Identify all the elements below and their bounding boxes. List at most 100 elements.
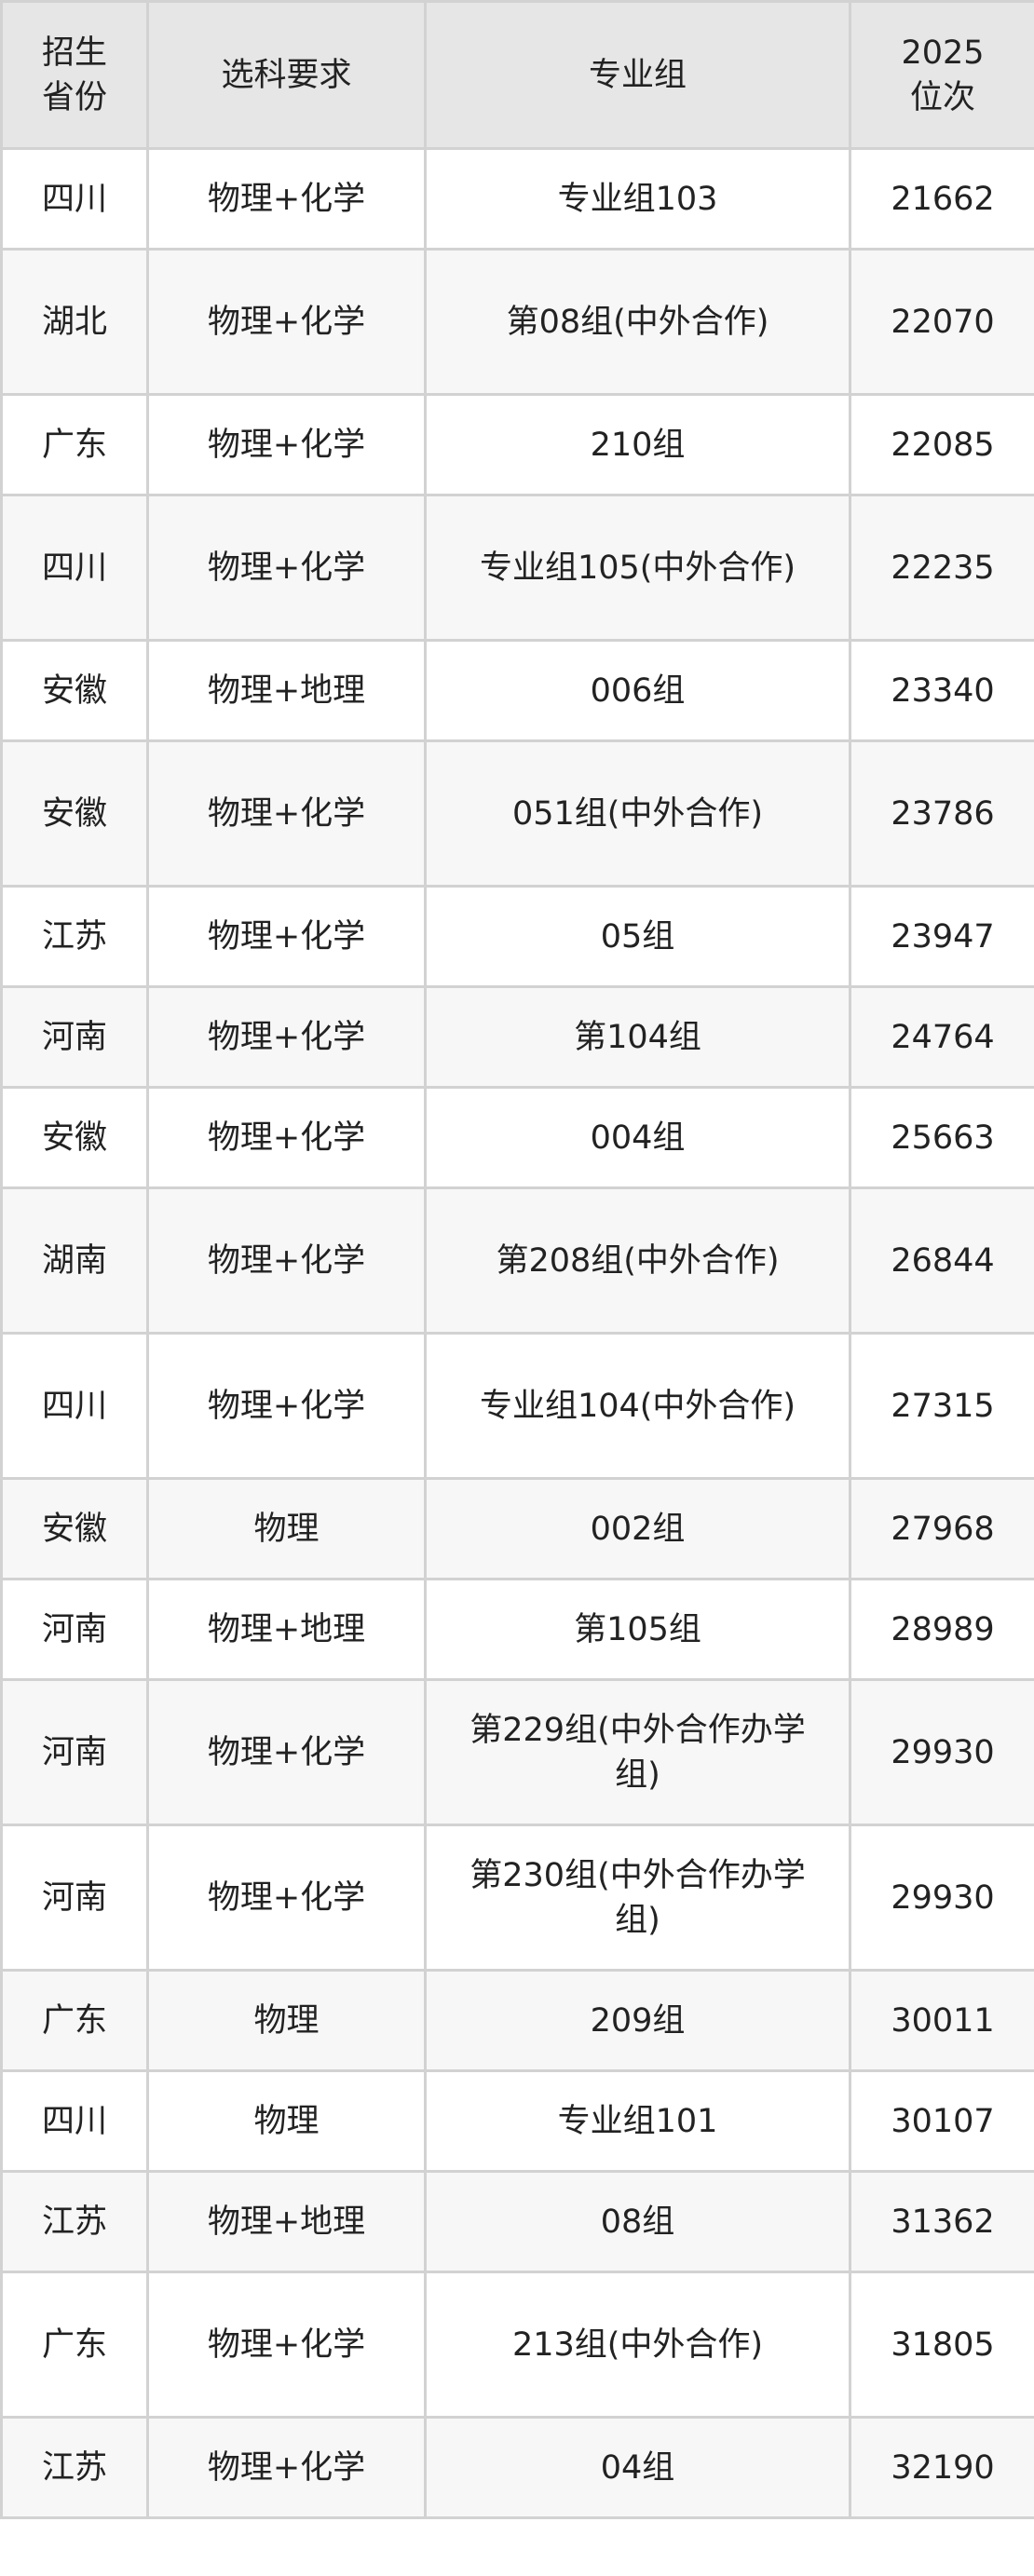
header-province: 招生省份 xyxy=(0,0,149,150)
cell-group: 第230组(中外合作办学组) xyxy=(424,1824,851,1972)
table-row: 安徽 物理 002组 27968 xyxy=(0,1477,1034,1580)
cell-rank: 22085 xyxy=(849,393,1034,496)
cell-province: 河南 xyxy=(0,1678,149,1826)
cell-province: 广东 xyxy=(0,2271,149,2419)
cell-rank: 23340 xyxy=(849,639,1034,742)
cell-subjects: 物理+化学 xyxy=(146,1824,427,1972)
header-subjects: 选科要求 xyxy=(146,0,427,150)
cell-rank: 22235 xyxy=(849,494,1034,642)
cell-rank: 29930 xyxy=(849,1678,1034,1826)
cell-province: 安徽 xyxy=(0,739,149,888)
cell-subjects: 物理+化学 xyxy=(146,1086,427,1189)
cell-province: 江苏 xyxy=(0,2416,149,2519)
cell-group: 专业组105(中外合作) xyxy=(424,494,851,642)
cell-rank: 31362 xyxy=(849,2170,1034,2273)
cell-province: 湖南 xyxy=(0,1186,149,1335)
cell-rank: 22070 xyxy=(849,248,1034,396)
cell-group: 第229组(中外合作办学组) xyxy=(424,1678,851,1826)
cell-subjects: 物理+地理 xyxy=(146,1578,427,1681)
cell-province: 四川 xyxy=(0,494,149,642)
cell-group: 213组(中外合作) xyxy=(424,2271,851,2419)
admission-rank-table: 招生省份 选科要求 专业组 2025位次 四川 物理+化学 专业组103 21662 湖… xyxy=(0,0,1034,2519)
table-row: 河南 物理+化学 第230组(中外合作办学组) 29930 xyxy=(0,1824,1034,1972)
cell-group: 第105组 xyxy=(424,1578,851,1681)
header-group: 专业组 xyxy=(424,0,851,150)
cell-rank: 21662 xyxy=(849,147,1034,251)
cell-subjects: 物理+化学 xyxy=(146,885,427,988)
header-province-label: 招生省份 xyxy=(41,34,107,116)
cell-rank: 29930 xyxy=(849,1824,1034,1972)
cell-subjects: 物理 xyxy=(146,2069,427,2173)
cell-subjects: 物理+化学 xyxy=(146,147,427,251)
cell-group: 第208组(中外合作) xyxy=(424,1186,851,1335)
cell-subjects: 物理+化学 xyxy=(146,1678,427,1826)
cell-province: 安徽 xyxy=(0,1477,149,1580)
cell-rank: 28989 xyxy=(849,1578,1034,1681)
cell-subjects: 物理+化学 xyxy=(146,393,427,496)
cell-group: 专业组104(中外合作) xyxy=(424,1332,851,1480)
cell-province: 河南 xyxy=(0,1824,149,1972)
cell-group: 专业组101 xyxy=(424,2069,851,2173)
cell-group: 08组 xyxy=(424,2170,851,2273)
cell-subjects: 物理 xyxy=(146,1969,427,2072)
table-row: 广东 物理 209组 30011 xyxy=(0,1969,1034,2072)
cell-province: 河南 xyxy=(0,1578,149,1681)
cell-group: 210组 xyxy=(424,393,851,496)
cell-province: 河南 xyxy=(0,985,149,1089)
header-rank: 2025位次 xyxy=(849,0,1034,150)
table-row: 四川 物理 专业组101 30107 xyxy=(0,2069,1034,2173)
cell-group: 05组 xyxy=(424,885,851,988)
cell-group: 第08组(中外合作) xyxy=(424,248,851,396)
table-row: 广东 物理+化学 213组(中外合作) 31805 xyxy=(0,2271,1034,2419)
table-row: 河南 物理+地理 第105组 28989 xyxy=(0,1578,1034,1681)
cell-province: 四川 xyxy=(0,147,149,251)
table-row: 四川 物理+化学 专业组105(中外合作) 22235 xyxy=(0,494,1034,642)
cell-subjects: 物理+化学 xyxy=(146,739,427,888)
cell-province: 安徽 xyxy=(0,639,149,742)
cell-group: 051组(中外合作) xyxy=(424,739,851,888)
cell-group: 专业组103 xyxy=(424,147,851,251)
cell-group: 002组 xyxy=(424,1477,851,1580)
cell-rank: 27315 xyxy=(849,1332,1034,1480)
cell-subjects: 物理+地理 xyxy=(146,2170,427,2273)
cell-province: 江苏 xyxy=(0,2170,149,2273)
table-row: 湖南 物理+化学 第208组(中外合作) 26844 xyxy=(0,1186,1034,1335)
cell-rank: 30011 xyxy=(849,1969,1034,2072)
cell-rank: 25663 xyxy=(849,1086,1034,1189)
cell-group: 209组 xyxy=(424,1969,851,2072)
header-rank-label: 2025位次 xyxy=(901,34,985,116)
cell-rank: 27968 xyxy=(849,1477,1034,1580)
table-row: 江苏 物理+地理 08组 31362 xyxy=(0,2170,1034,2273)
cell-subjects: 物理+化学 xyxy=(146,2416,427,2519)
cell-rank: 24764 xyxy=(849,985,1034,1089)
table-row: 江苏 物理+化学 04组 32190 xyxy=(0,2416,1034,2519)
cell-province: 四川 xyxy=(0,2069,149,2173)
table-row: 广东 物理+化学 210组 22085 xyxy=(0,393,1034,496)
cell-rank: 32190 xyxy=(849,2416,1034,2519)
cell-subjects: 物理+化学 xyxy=(146,985,427,1089)
cell-group: 004组 xyxy=(424,1086,851,1189)
table-row: 四川 物理+化学 专业组104(中外合作) 27315 xyxy=(0,1332,1034,1480)
cell-province: 四川 xyxy=(0,1332,149,1480)
cell-province: 安徽 xyxy=(0,1086,149,1189)
cell-subjects: 物理+化学 xyxy=(146,248,427,396)
table-row: 河南 物理+化学 第104组 24764 xyxy=(0,985,1034,1089)
cell-rank: 26844 xyxy=(849,1186,1034,1335)
table-header-row: 招生省份 选科要求 专业组 2025位次 xyxy=(0,0,1034,150)
table-row: 安徽 物理+化学 051组(中外合作) 23786 xyxy=(0,739,1034,888)
table-row: 江苏 物理+化学 05组 23947 xyxy=(0,885,1034,988)
table-row: 安徽 物理+地理 006组 23340 xyxy=(0,639,1034,742)
cell-subjects: 物理+化学 xyxy=(146,2271,427,2419)
table-row: 河南 物理+化学 第229组(中外合作办学组) 29930 xyxy=(0,1678,1034,1826)
cell-subjects: 物理+地理 xyxy=(146,639,427,742)
cell-rank: 30107 xyxy=(849,2069,1034,2173)
cell-subjects: 物理 xyxy=(146,1477,427,1580)
table-row: 四川 物理+化学 专业组103 21662 xyxy=(0,147,1034,251)
cell-rank: 23786 xyxy=(849,739,1034,888)
cell-rank: 31805 xyxy=(849,2271,1034,2419)
cell-group: 04组 xyxy=(424,2416,851,2519)
cell-group: 006组 xyxy=(424,639,851,742)
table-row: 安徽 物理+化学 004组 25663 xyxy=(0,1086,1034,1189)
table-row: 湖北 物理+化学 第08组(中外合作) 22070 xyxy=(0,248,1034,396)
cell-subjects: 物理+化学 xyxy=(146,1332,427,1480)
